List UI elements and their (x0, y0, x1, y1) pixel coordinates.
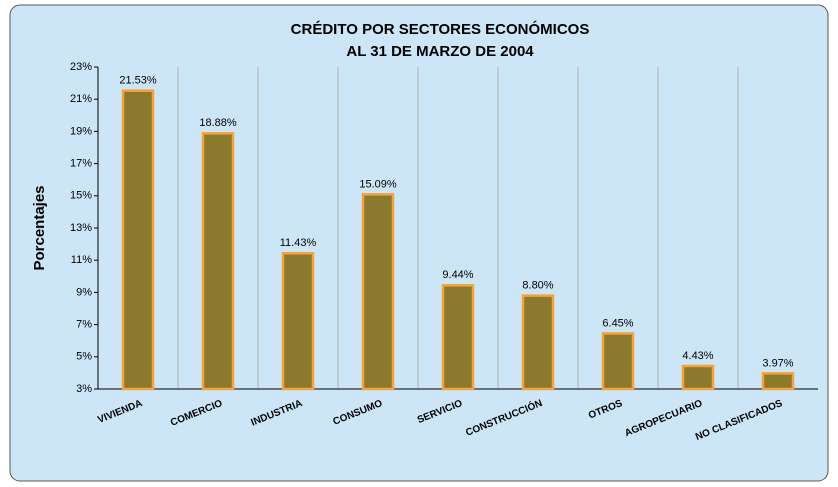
bar (521, 294, 555, 391)
y-tick-label: 13% (70, 222, 92, 234)
bar (681, 364, 715, 391)
data-label: 3.97% (762, 357, 793, 369)
data-label: 6.45% (602, 317, 633, 329)
y-axis-label: Porcentajes (31, 185, 48, 270)
data-label: 18.88% (199, 117, 237, 129)
data-label: 21.53% (119, 75, 157, 87)
y-tick-label: 19% (70, 125, 92, 137)
bar (281, 252, 315, 391)
y-tick-label: 3% (76, 383, 92, 395)
chart-title: AL 31 DE MARZO DE 2004 (346, 43, 534, 60)
y-tick-label: 9% (76, 286, 92, 298)
bar (121, 89, 155, 391)
y-tick-label: 15% (70, 190, 92, 202)
chart-title: CRÉDITO POR SECTORES ECONÓMICOS (291, 20, 590, 38)
y-tick-label: 5% (76, 351, 92, 363)
y-tick-label: 7% (76, 319, 92, 331)
y-tick-label: 11% (71, 254, 92, 266)
bar (361, 193, 395, 391)
bar (601, 332, 635, 391)
data-label: 15.09% (359, 178, 397, 190)
data-label: 11.43% (280, 237, 317, 249)
bar (201, 132, 235, 391)
data-label: 8.80% (522, 280, 553, 292)
y-tick-label: 21% (70, 93, 92, 105)
y-tick-label: 23% (70, 61, 92, 73)
y-tick-label: 17% (70, 158, 92, 170)
data-label: 4.43% (682, 350, 713, 362)
bar (761, 372, 795, 391)
data-label: 9.44% (442, 269, 473, 281)
bar (441, 284, 475, 391)
